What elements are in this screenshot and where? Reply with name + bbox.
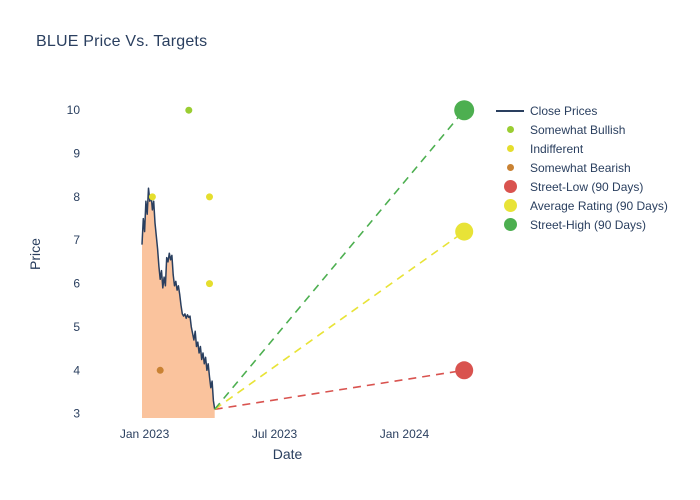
y-tick-label: 6 [73, 277, 80, 291]
legend-item-average-rating-90-days[interactable]: Average Rating (90 Days) [494, 196, 668, 215]
legend-label: Street-Low (90 Days) [530, 179, 644, 194]
legend-item-somewhat-bearish[interactable]: Somewhat Bearish [494, 158, 668, 177]
dot-swatch-icon [494, 218, 526, 231]
y-tick-label: 10 [67, 103, 81, 117]
y-tick-label: 8 [73, 190, 80, 204]
legend-label: Indifferent [530, 141, 584, 156]
street-low-90-days-trendline [214, 369, 465, 411]
legend: Close Prices Somewhat Bullish Indifferent S… [494, 101, 668, 234]
x-axis-title: Date [272, 446, 303, 462]
chart-title: BLUE Price Vs. Targets [36, 33, 208, 50]
x-tick-label: Jul 2023 [252, 427, 298, 441]
average-rating-90-days-trendline [214, 230, 465, 410]
legend-label: Somewhat Bullish [530, 122, 626, 137]
average-rating-90-days-marker [455, 222, 474, 241]
dot-swatch-icon [494, 180, 526, 193]
street-high-90-days-marker [454, 100, 475, 121]
x-tick-label: Jan 2024 [380, 427, 430, 441]
legend-label: Street-High (90 Days) [530, 217, 647, 232]
somewhat-bearish-point [156, 366, 164, 374]
legend-item-street-low-90-days[interactable]: Street-Low (90 Days) [494, 177, 668, 196]
y-tick-label: 3 [73, 407, 80, 421]
close-price-area [142, 188, 215, 418]
y-tick-label: 5 [73, 320, 80, 334]
legend-item-street-high-90-days[interactable]: Street-High (90 Days) [494, 215, 668, 234]
somewhat-bullish-point [185, 106, 193, 114]
indifferent-point [206, 193, 213, 201]
indifferent-point [148, 193, 156, 201]
close-price-line [141, 187, 216, 410]
street-low-90-days-marker [455, 361, 474, 380]
dot-swatch-icon [494, 164, 526, 171]
dot-swatch-icon [494, 126, 526, 133]
legend-label: Average Rating (90 Days) [530, 198, 668, 213]
legend-label: Somewhat Bearish [530, 160, 631, 175]
street-high-90-days-trendline [214, 109, 465, 410]
legend-item-indifferent[interactable]: Indifferent [494, 139, 668, 158]
x-tick-label: Jan 2023 [120, 427, 170, 441]
y-tick-label: 7 [73, 233, 80, 247]
y-tick-label: 9 [73, 147, 80, 161]
dot-swatch-icon [494, 145, 526, 152]
indifferent-point [206, 280, 213, 288]
legend-label: Close Prices [530, 103, 598, 118]
legend-item-close-prices[interactable]: Close Prices [494, 101, 668, 120]
legend-item-somewhat-bullish[interactable]: Somewhat Bullish [494, 120, 668, 139]
dot-swatch-icon [494, 199, 526, 212]
line-swatch-icon [494, 109, 526, 112]
y-tick-label: 4 [73, 363, 80, 377]
